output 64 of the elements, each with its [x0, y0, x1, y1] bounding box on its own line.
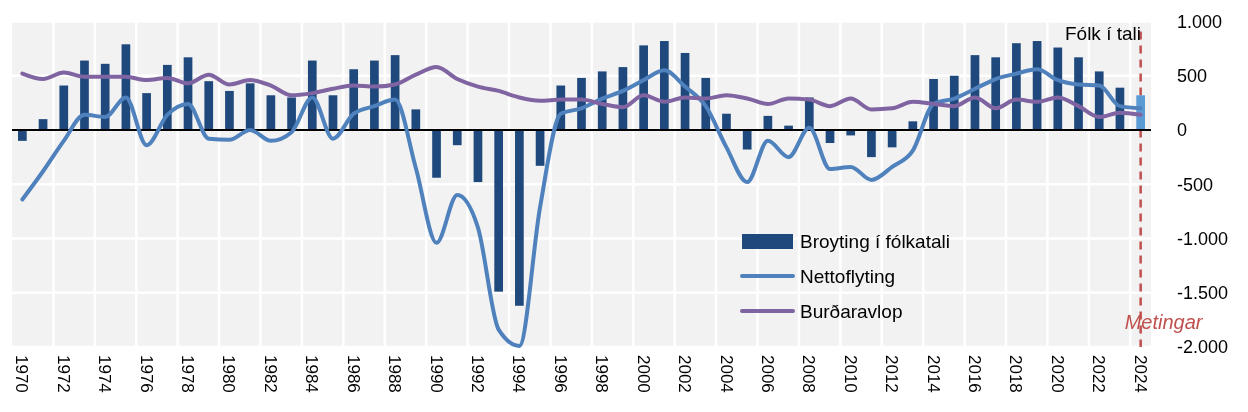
x-tick-label: 2014	[923, 355, 943, 393]
bar	[908, 121, 918, 130]
bar	[266, 95, 276, 130]
y-tick-label: 1.000	[1177, 11, 1223, 32]
x-tick-label: 2024	[1130, 355, 1150, 393]
x-tick-label: 2000	[633, 355, 653, 393]
bar	[722, 113, 731, 130]
x-tick-label: 1970	[12, 355, 32, 393]
bar	[867, 130, 876, 158]
bar	[742, 130, 752, 150]
bar	[411, 109, 421, 130]
x-tick-label: 1974	[95, 355, 115, 393]
x-tick-label: 1994	[509, 355, 529, 393]
legend-label: Burðaravlop	[800, 301, 903, 322]
bar	[535, 130, 545, 166]
line-series	[20, 65, 1143, 119]
bar	[473, 130, 483, 183]
x-tick-label: 1972	[53, 355, 73, 393]
x-tick-label: 2018	[1006, 355, 1026, 393]
bar	[432, 130, 441, 178]
x-tick-label: 2012	[882, 355, 902, 393]
bar	[142, 93, 151, 130]
y-tick-label: -1.500	[1177, 283, 1229, 304]
bar	[452, 130, 462, 146]
bar	[245, 83, 255, 130]
x-tick-label: 2004	[716, 355, 736, 393]
bar	[328, 95, 338, 130]
bar	[225, 90, 234, 130]
x-tick-label: 1980	[219, 355, 239, 393]
x-tick-label: 1984	[302, 355, 322, 393]
bar	[1053, 47, 1063, 130]
x-tick-label: 2008	[799, 355, 819, 393]
x-tick-label: 1992	[468, 355, 487, 393]
x-tick-label: 2002	[675, 355, 695, 393]
x-tick-label: 2010	[840, 355, 860, 393]
x-tick-label: 1982	[260, 355, 280, 393]
y-tick-label: 500	[1177, 66, 1208, 87]
x-tick-label: 2016	[965, 355, 985, 393]
y-axis-title: Fólk í tali	[1064, 23, 1141, 44]
x-tick-label: 1978	[178, 355, 198, 393]
ref-line-label: Metingar	[1124, 311, 1204, 333]
bar	[59, 85, 69, 130]
bar	[204, 81, 214, 130]
x-tick-label: 1998	[592, 355, 612, 393]
x-tick-label: 1988	[385, 355, 405, 393]
bar	[659, 41, 669, 130]
bar	[287, 97, 296, 130]
x-tick-label: 2022	[1089, 355, 1109, 393]
x-tick-label: 1986	[343, 355, 363, 393]
x-tick-label: 2020	[1047, 355, 1067, 393]
y-tick-label: 0	[1177, 120, 1188, 141]
bar	[639, 45, 648, 130]
legend-label: Nettoflyting	[800, 266, 896, 287]
x-tick-label: 1976	[136, 355, 156, 393]
bar	[515, 130, 524, 306]
y-tick-label: -1.000	[1177, 228, 1229, 249]
x-tick-label: 1996	[550, 355, 570, 393]
bar	[18, 130, 27, 141]
legend-label: Broyting í fólkatali	[800, 231, 950, 252]
y-tick-label: -2.000	[1177, 337, 1229, 358]
y-tick-label: -500	[1177, 174, 1214, 195]
x-tick-label: 1990	[426, 355, 446, 393]
x-tick-label: 2006	[757, 355, 777, 393]
bar	[494, 130, 504, 292]
